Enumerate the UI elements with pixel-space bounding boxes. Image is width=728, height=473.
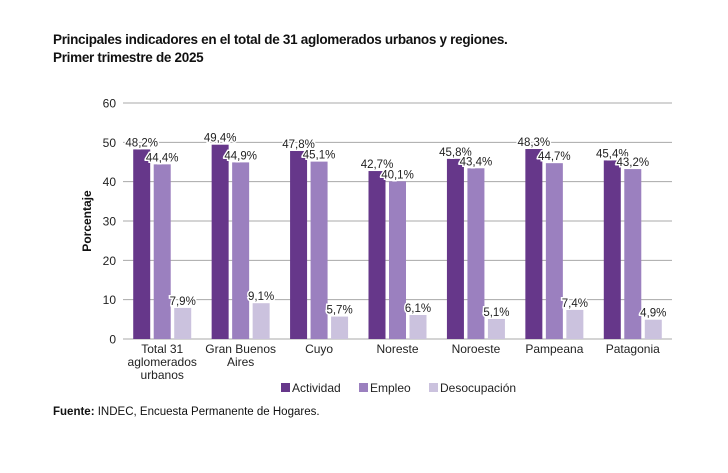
x-tick-label: Gran Buenos (205, 342, 276, 356)
bar-empleo (389, 181, 406, 339)
y-tick-label: 20 (103, 254, 117, 268)
x-tick-label: urbanos (141, 368, 184, 382)
legend-label: Actividad (292, 381, 341, 395)
data-label: 5,1% (483, 307, 509, 319)
y-axis-label: Porcentaje (80, 190, 94, 252)
legend-swatch (429, 383, 438, 392)
bar-actividad (133, 149, 151, 339)
data-label: 6,1% (405, 303, 431, 315)
data-label: 48,2% (125, 137, 158, 149)
data-label: 43,2% (616, 157, 649, 169)
bar-actividad (446, 158, 464, 339)
y-tick-label: 10 (103, 293, 117, 307)
bar-empleo (153, 164, 171, 339)
bar-actividad (525, 149, 543, 339)
chart-subtitle: Primer trimestre de 2025 (53, 50, 204, 65)
legend-swatch (281, 383, 290, 392)
data-label: 45,4% (596, 148, 629, 160)
x-tick-label: Pampeana (525, 342, 583, 356)
y-tick-label: 40 (103, 175, 117, 189)
legend-label: Desocupación (440, 381, 516, 395)
source-note: Fuente: INDEC, Encuesta Permanente de Ho… (53, 406, 320, 418)
y-tick-label: 0 (109, 333, 116, 347)
x-tick-label: Noroeste (452, 342, 501, 356)
data-label: 48,3% (518, 137, 551, 149)
bar-empleo (310, 161, 328, 339)
legend-label: Empleo (370, 381, 411, 395)
data-label: 5,7% (326, 305, 352, 317)
data-label: 7,4% (562, 298, 588, 310)
data-label: 4,9% (640, 308, 666, 320)
x-tick-label: aglomerados (128, 355, 197, 369)
data-label: 43,4% (460, 156, 493, 168)
data-label: 44,7% (538, 151, 571, 163)
bar-actividad (290, 150, 308, 339)
data-label: 7,9% (170, 296, 196, 308)
x-tick-label: Cuyo (305, 342, 333, 356)
bar-actividad (603, 160, 621, 339)
chart-title-line: Principales indicadores en el total de 3… (53, 32, 508, 47)
data-label: 40,1% (381, 169, 414, 181)
y-tick-label: 50 (103, 136, 117, 150)
data-label: 9,1% (248, 291, 274, 303)
bar-desocupación (409, 315, 427, 339)
bar-empleo (232, 162, 250, 339)
data-label: 44,4% (146, 152, 179, 164)
data-label: 42,7% (361, 159, 394, 171)
y-tick-label: 60 (103, 97, 117, 111)
bar-empleo (467, 168, 485, 339)
data-label: 49,4% (204, 133, 237, 145)
bar-empleo (624, 169, 642, 339)
bar-desocupación (252, 303, 270, 339)
x-tick-label: Noreste (376, 342, 418, 356)
data-label: 47,8% (282, 139, 315, 151)
source-text: INDEC, Encuesta Permanente de Hogares. (94, 406, 320, 418)
bar-actividad (211, 144, 229, 339)
y-tick-label: 30 (103, 215, 117, 229)
bar-desocupación (487, 318, 505, 339)
bar-desocupación (644, 319, 662, 339)
data-label: 45,8% (439, 147, 472, 159)
chart-title: Principales indicadores en el total de 3… (53, 31, 508, 67)
x-tick-label: Total 31 (141, 342, 183, 356)
data-label: 45,1% (303, 150, 336, 162)
bar-empleo (545, 163, 563, 339)
bar-desocupación (331, 316, 349, 339)
bar-actividad (368, 171, 386, 339)
x-tick-label: Patagonia (606, 342, 660, 356)
source-label: Fuente: (53, 406, 95, 418)
bar-desocupación (566, 309, 584, 339)
bar-desocupación (174, 307, 192, 339)
data-label: 44,9% (224, 150, 257, 162)
legend-swatch (359, 383, 368, 392)
x-tick-label: Aires (227, 355, 254, 369)
